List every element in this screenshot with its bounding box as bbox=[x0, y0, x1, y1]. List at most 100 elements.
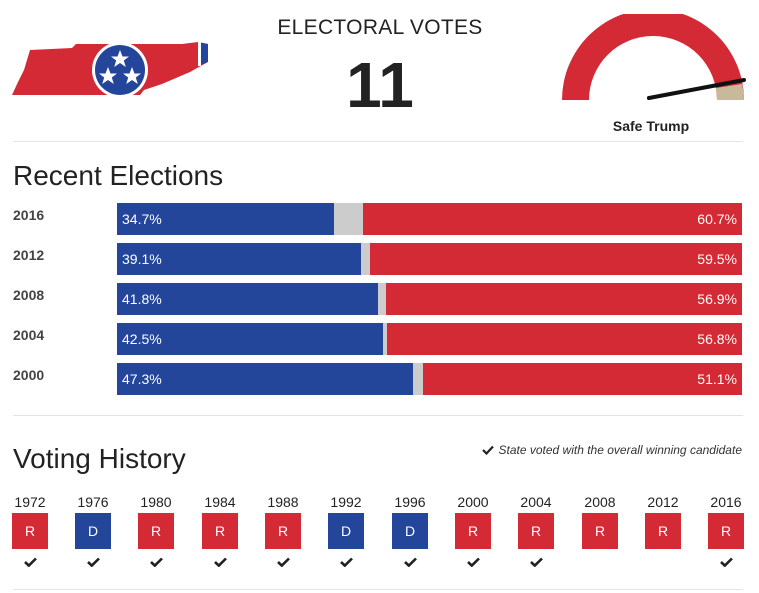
other-segment bbox=[412, 363, 423, 395]
check-icon bbox=[23, 557, 37, 567]
rep-segment: 60.7% bbox=[362, 203, 742, 235]
election-year: 2008 bbox=[13, 287, 45, 303]
check-icon bbox=[149, 557, 163, 567]
history-item: 1980 R bbox=[138, 493, 174, 571]
winner-check bbox=[75, 553, 111, 571]
rep-pct: 60.7% bbox=[697, 211, 737, 227]
electoral-votes-label: ELECTORAL VOTES bbox=[277, 16, 483, 39]
check-icon bbox=[86, 557, 100, 567]
dem-segment: 41.8% bbox=[117, 283, 379, 315]
result-bar: 47.3% 51.1% bbox=[117, 363, 742, 395]
winner-check bbox=[392, 553, 428, 571]
check-icon bbox=[276, 557, 290, 567]
history-legend: State voted with the overall winning can… bbox=[481, 443, 743, 457]
check-icon bbox=[481, 445, 494, 455]
rep-segment: 56.9% bbox=[386, 283, 742, 315]
dem-segment: 47.3% bbox=[117, 363, 413, 395]
result-bar: 41.8% 56.9% bbox=[117, 283, 742, 315]
history-year: 2004 bbox=[520, 494, 552, 510]
winner-check bbox=[455, 553, 491, 571]
history-item: 2016 R bbox=[708, 493, 744, 571]
rep-pct: 56.9% bbox=[697, 291, 737, 307]
dem-pct: 42.5% bbox=[122, 331, 162, 347]
other-segment bbox=[361, 243, 371, 275]
rating-gauge-icon bbox=[562, 14, 746, 100]
winner-check bbox=[12, 553, 48, 571]
divider bbox=[13, 589, 743, 590]
history-year: 1972 bbox=[14, 494, 46, 510]
election-year: 2000 bbox=[13, 367, 45, 383]
history-item: 1984 R bbox=[202, 493, 238, 571]
dem-pct: 39.1% bbox=[122, 251, 162, 267]
winner-check bbox=[202, 553, 238, 571]
election-year: 2004 bbox=[13, 327, 45, 343]
history-item: 1988 R bbox=[265, 493, 301, 571]
result-bar: 34.7% 60.7% bbox=[117, 203, 742, 235]
check-icon bbox=[213, 557, 227, 567]
party-badge: R bbox=[12, 513, 48, 549]
history-item: 1996 D bbox=[392, 493, 428, 571]
winner-check bbox=[328, 553, 364, 571]
history-year: 2016 bbox=[710, 494, 742, 510]
party-badge: R bbox=[582, 513, 618, 549]
history-year: 1984 bbox=[204, 494, 236, 510]
check-icon bbox=[403, 557, 417, 567]
party-badge: R bbox=[645, 513, 681, 549]
check-icon bbox=[529, 557, 543, 567]
check-icon bbox=[339, 557, 353, 567]
party-badge: D bbox=[328, 513, 364, 549]
history-year: 2012 bbox=[647, 494, 679, 510]
history-item: 2008 R bbox=[582, 493, 618, 571]
party-badge: D bbox=[75, 513, 111, 549]
history-year: 2000 bbox=[457, 494, 489, 510]
rep-segment: 51.1% bbox=[422, 363, 742, 395]
dem-pct: 47.3% bbox=[122, 371, 162, 387]
result-bar: 42.5% 56.8% bbox=[117, 323, 742, 355]
history-item: 2000 R bbox=[455, 493, 491, 571]
dem-pct: 41.8% bbox=[122, 291, 162, 307]
dem-segment: 34.7% bbox=[117, 203, 334, 235]
rep-pct: 51.1% bbox=[697, 371, 737, 387]
winner-check bbox=[582, 553, 618, 571]
result-bar: 39.1% 59.5% bbox=[117, 243, 742, 275]
party-badge: R bbox=[265, 513, 301, 549]
winner-check bbox=[138, 553, 174, 571]
dem-segment: 39.1% bbox=[117, 243, 362, 275]
other-segment bbox=[378, 283, 387, 315]
history-year: 2008 bbox=[584, 494, 616, 510]
recent-elections-title: Recent Elections bbox=[13, 160, 224, 191]
rep-segment: 56.8% bbox=[387, 323, 742, 355]
history-item: 2004 R bbox=[518, 493, 554, 571]
history-year: 1992 bbox=[330, 494, 362, 510]
history-year: 1996 bbox=[394, 494, 426, 510]
party-badge: R bbox=[455, 513, 491, 549]
check-icon bbox=[466, 557, 480, 567]
other-segment bbox=[333, 203, 363, 235]
party-badge: D bbox=[392, 513, 428, 549]
legend-text: State voted with the overall winning can… bbox=[498, 443, 743, 457]
winner-check bbox=[708, 553, 744, 571]
winner-check bbox=[265, 553, 301, 571]
history-item: 1976 D bbox=[75, 493, 111, 571]
winner-check bbox=[645, 553, 681, 571]
history-item: 2012 R bbox=[645, 493, 681, 571]
dem-segment: 42.5% bbox=[117, 323, 383, 355]
voting-history-title: Voting History bbox=[13, 443, 186, 474]
party-badge: R bbox=[138, 513, 174, 549]
history-year: 1988 bbox=[267, 494, 299, 510]
party-badge: R bbox=[708, 513, 744, 549]
winner-check bbox=[518, 553, 554, 571]
divider bbox=[13, 415, 743, 416]
election-year: 2016 bbox=[13, 207, 45, 223]
rep-segment: 59.5% bbox=[370, 243, 742, 275]
check-icon bbox=[719, 557, 733, 567]
other-segment bbox=[382, 323, 387, 355]
election-year: 2012 bbox=[13, 247, 45, 263]
divider bbox=[13, 141, 743, 142]
electoral-votes-number: 11 bbox=[346, 49, 414, 121]
rating-label: Safe Trump bbox=[612, 118, 690, 134]
history-item: 1972 R bbox=[12, 493, 48, 571]
party-badge: R bbox=[518, 513, 554, 549]
history-item: 1992 D bbox=[328, 493, 364, 571]
party-badge: R bbox=[202, 513, 238, 549]
